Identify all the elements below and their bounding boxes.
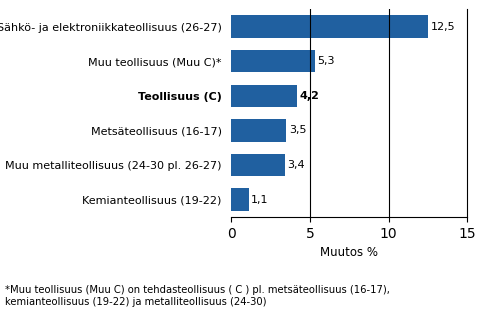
Bar [231,16,428,38]
Bar [231,154,285,176]
Bar [231,119,286,142]
Text: 3,4: 3,4 [287,160,305,170]
Text: *Muu teollisuus (Muu C) on tehdasteollisuus ( C ) pl. metsäteollisuus (16-17),
k: *Muu teollisuus (Muu C) on tehdasteollis… [5,285,390,307]
Bar [231,85,297,107]
Text: 12,5: 12,5 [430,22,455,32]
X-axis label: Muutos %: Muutos % [320,246,378,259]
Text: 5,3: 5,3 [317,56,335,66]
Text: 1,1: 1,1 [251,195,269,205]
Bar [231,50,315,73]
Text: 4,2: 4,2 [300,91,320,101]
Bar [231,188,248,211]
Text: 3,5: 3,5 [289,126,306,135]
